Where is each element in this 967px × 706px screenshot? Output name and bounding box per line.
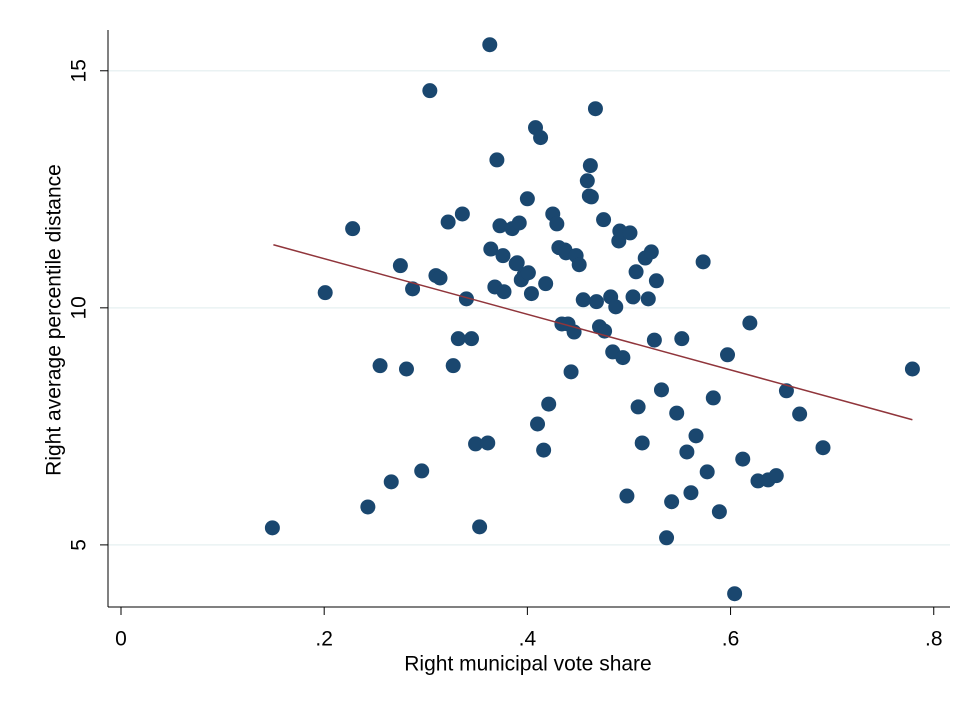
point bbox=[695, 254, 711, 270]
point bbox=[317, 285, 333, 301]
point bbox=[575, 292, 591, 308]
point bbox=[674, 331, 690, 347]
point bbox=[398, 361, 414, 377]
point bbox=[699, 464, 715, 480]
point bbox=[688, 428, 704, 444]
point bbox=[619, 488, 635, 504]
point bbox=[530, 416, 546, 432]
point bbox=[511, 215, 527, 231]
x-tick-label: .6 bbox=[722, 628, 740, 651]
point bbox=[422, 83, 438, 99]
point bbox=[405, 281, 421, 297]
point bbox=[533, 130, 549, 146]
x-tick-label: .2 bbox=[315, 628, 333, 651]
point bbox=[383, 474, 399, 490]
point bbox=[904, 361, 920, 377]
point bbox=[653, 382, 669, 398]
point bbox=[492, 218, 508, 234]
point bbox=[582, 158, 598, 174]
point bbox=[538, 276, 554, 292]
point bbox=[579, 173, 595, 189]
point bbox=[625, 289, 641, 305]
point bbox=[432, 270, 448, 286]
point bbox=[345, 221, 361, 237]
point bbox=[815, 440, 831, 456]
point bbox=[360, 499, 376, 515]
point bbox=[523, 286, 539, 302]
x-tick-label: .8 bbox=[925, 628, 943, 651]
point bbox=[392, 258, 408, 274]
point bbox=[563, 364, 579, 380]
point bbox=[483, 241, 499, 257]
fit-line bbox=[273, 244, 913, 421]
point bbox=[648, 273, 664, 289]
point bbox=[634, 435, 650, 451]
point bbox=[640, 291, 656, 307]
point bbox=[454, 206, 470, 222]
point bbox=[520, 265, 536, 281]
point bbox=[792, 406, 808, 422]
point bbox=[472, 519, 488, 535]
point bbox=[643, 244, 659, 260]
point bbox=[495, 248, 511, 264]
point bbox=[711, 504, 727, 520]
point bbox=[458, 291, 474, 307]
point bbox=[468, 436, 484, 452]
point bbox=[608, 299, 624, 315]
point bbox=[480, 435, 496, 451]
point bbox=[264, 520, 280, 536]
y-tick-label: 15 bbox=[68, 59, 91, 82]
point bbox=[482, 37, 498, 53]
point bbox=[445, 358, 461, 374]
y-tick-label: 10 bbox=[68, 296, 91, 319]
point bbox=[536, 442, 552, 458]
point bbox=[683, 485, 699, 501]
point bbox=[583, 189, 599, 205]
point bbox=[509, 255, 525, 271]
point bbox=[541, 396, 557, 412]
y-tick-label: 5 bbox=[68, 539, 91, 551]
point bbox=[372, 358, 388, 374]
point bbox=[768, 468, 784, 484]
point bbox=[669, 405, 685, 421]
point bbox=[646, 332, 662, 348]
point bbox=[414, 463, 430, 479]
point bbox=[630, 399, 646, 415]
point bbox=[440, 214, 456, 230]
y-axis-label: Right average percentile distance bbox=[43, 164, 66, 476]
point bbox=[735, 451, 751, 467]
x-axis-label: Right municipal vote share bbox=[404, 653, 651, 676]
point bbox=[705, 390, 721, 406]
point bbox=[720, 347, 736, 363]
point bbox=[587, 101, 603, 117]
point bbox=[549, 216, 565, 232]
x-tick-label: 0 bbox=[115, 628, 127, 651]
point bbox=[659, 530, 675, 546]
point bbox=[588, 294, 604, 310]
point bbox=[489, 152, 505, 168]
point bbox=[615, 350, 631, 366]
point bbox=[622, 225, 638, 241]
point bbox=[778, 383, 794, 399]
point bbox=[496, 284, 512, 300]
point bbox=[596, 212, 612, 228]
point bbox=[571, 257, 587, 273]
point bbox=[679, 444, 695, 460]
x-tick-label: .4 bbox=[519, 628, 537, 651]
point bbox=[519, 191, 535, 207]
point bbox=[664, 494, 680, 510]
point bbox=[628, 264, 644, 280]
point bbox=[742, 315, 758, 331]
point bbox=[450, 331, 466, 347]
point bbox=[463, 331, 479, 347]
point bbox=[727, 586, 743, 602]
